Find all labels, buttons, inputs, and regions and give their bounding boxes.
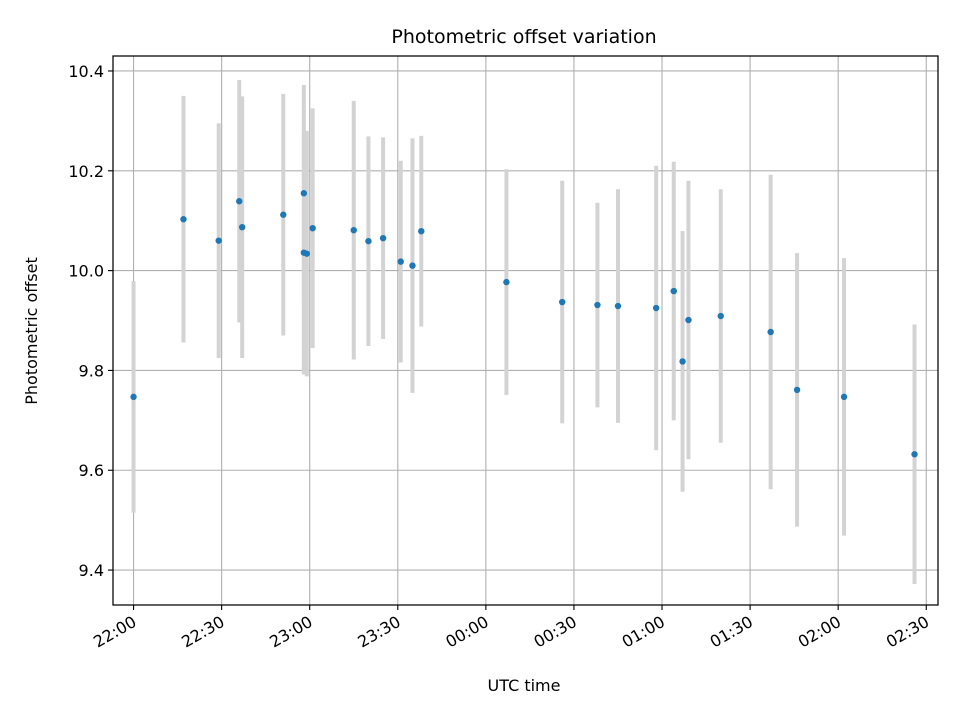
data-point	[793, 386, 801, 394]
data-point	[280, 211, 287, 218]
data-point	[300, 190, 308, 197]
data-point	[379, 234, 387, 242]
data-point	[685, 316, 692, 324]
data-point	[717, 312, 724, 320]
data-point	[767, 328, 774, 336]
plot-frame	[112, 55, 939, 606]
data-point	[911, 451, 918, 458]
data-points	[130, 190, 918, 458]
data-point	[350, 226, 357, 234]
data-point	[397, 258, 404, 265]
data-point	[652, 304, 660, 312]
data-point	[180, 216, 187, 223]
data-point	[503, 278, 510, 286]
data-point	[679, 358, 686, 365]
data-point	[840, 393, 848, 401]
data-point	[309, 224, 316, 232]
y-tick-label: 9.6	[79, 461, 104, 480]
data-point	[365, 237, 372, 245]
data-point	[558, 298, 566, 306]
grid	[113, 56, 938, 605]
y-tick-label: 10.0	[68, 262, 104, 281]
data-point	[130, 393, 137, 401]
data-point	[236, 198, 243, 205]
y-tick-label: 9.4	[79, 561, 104, 580]
chart-title: Photometric offset variation	[391, 26, 656, 48]
data-point	[409, 262, 416, 269]
y-axis-label: Photometric offset	[22, 257, 41, 405]
y-tick-label: 10.4	[68, 62, 104, 81]
data-point	[594, 301, 601, 309]
data-point	[418, 227, 425, 235]
data-point	[238, 223, 246, 231]
x-axis-label: UTC time	[488, 676, 561, 695]
data-point	[303, 250, 310, 257]
data-point	[215, 237, 222, 244]
data-point	[614, 302, 622, 310]
y-tick-label: 10.2	[68, 162, 104, 181]
y-tick-label: 9.8	[79, 361, 104, 380]
data-point	[670, 287, 677, 295]
